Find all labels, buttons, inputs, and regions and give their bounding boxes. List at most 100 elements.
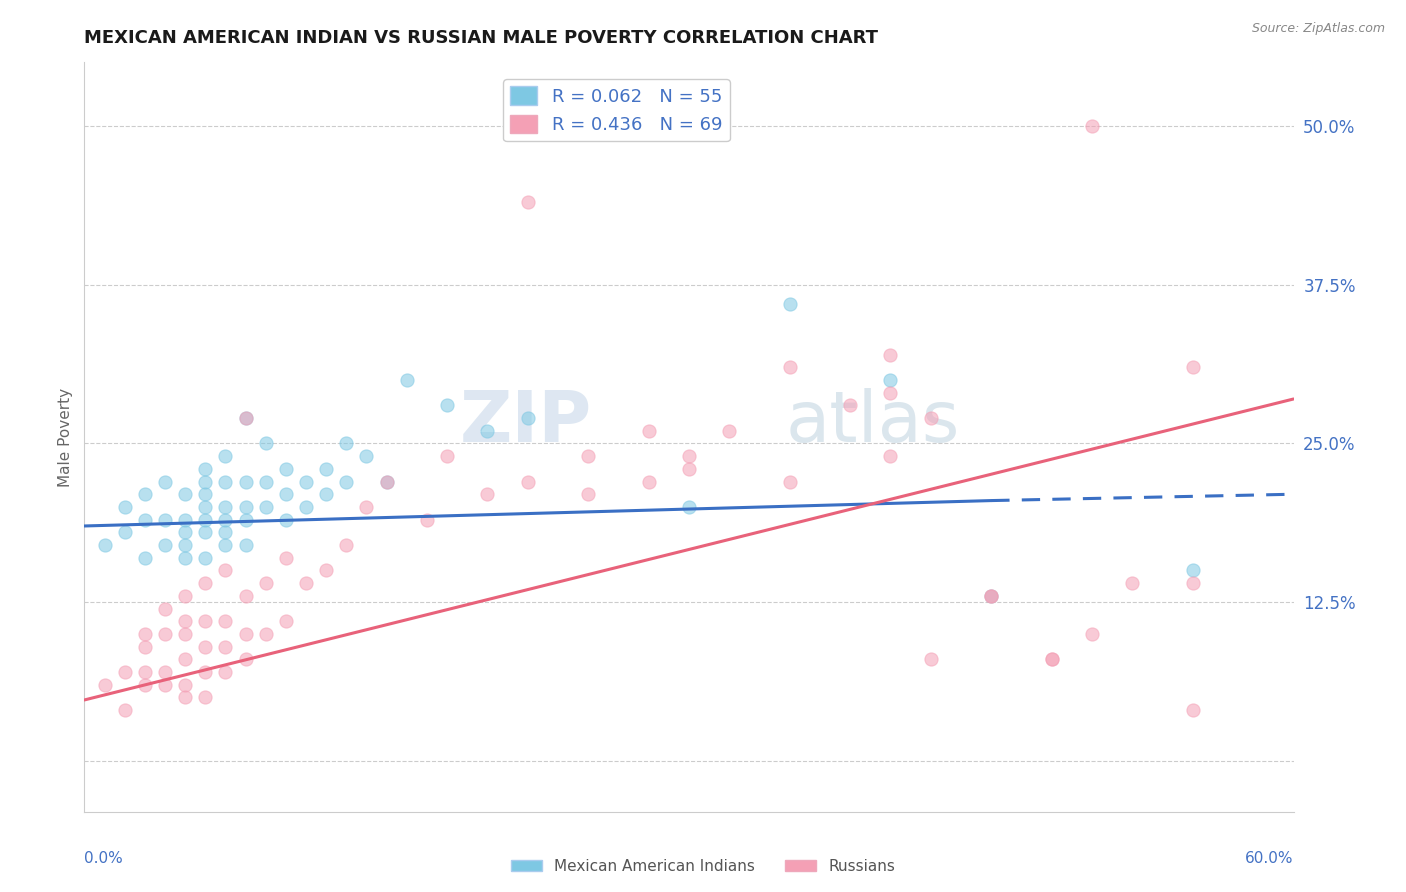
Point xyxy=(194,475,217,489)
Point xyxy=(235,652,257,666)
Point xyxy=(214,563,236,577)
Point xyxy=(335,475,357,489)
Point xyxy=(174,513,197,527)
Point xyxy=(980,589,1002,603)
Point xyxy=(315,462,337,476)
Point xyxy=(295,500,318,514)
Point xyxy=(134,627,156,641)
Point xyxy=(678,449,700,463)
Point xyxy=(678,462,700,476)
Point xyxy=(214,614,236,628)
Point xyxy=(477,424,499,438)
Point xyxy=(637,475,659,489)
Point xyxy=(194,614,217,628)
Point xyxy=(194,462,217,476)
Point xyxy=(214,538,236,552)
Point xyxy=(1081,119,1104,133)
Point xyxy=(153,627,176,641)
Point xyxy=(315,487,337,501)
Point xyxy=(576,449,599,463)
Point xyxy=(274,513,297,527)
Point xyxy=(194,690,217,705)
Point xyxy=(375,475,398,489)
Point xyxy=(879,373,901,387)
Point xyxy=(779,297,801,311)
Point xyxy=(295,576,318,591)
Point xyxy=(416,513,439,527)
Text: 0.0%: 0.0% xyxy=(84,851,124,865)
Point xyxy=(1040,652,1063,666)
Point xyxy=(114,500,136,514)
Point xyxy=(879,347,901,361)
Point xyxy=(254,576,277,591)
Point xyxy=(980,589,1002,603)
Point xyxy=(174,525,197,540)
Point xyxy=(1121,576,1143,591)
Point xyxy=(1181,576,1204,591)
Legend: Mexican American Indians, Russians: Mexican American Indians, Russians xyxy=(505,853,901,880)
Point xyxy=(235,513,257,527)
Legend: R = 0.062   N = 55, R = 0.436   N = 69: R = 0.062 N = 55, R = 0.436 N = 69 xyxy=(503,79,730,141)
Point xyxy=(174,627,197,641)
Point xyxy=(174,652,197,666)
Point xyxy=(516,195,538,210)
Point xyxy=(93,678,115,692)
Point xyxy=(516,411,538,425)
Y-axis label: Male Poverty: Male Poverty xyxy=(58,387,73,487)
Point xyxy=(174,538,197,552)
Point xyxy=(194,640,217,654)
Point xyxy=(194,500,217,514)
Point xyxy=(879,449,901,463)
Point xyxy=(274,614,297,628)
Point xyxy=(153,513,176,527)
Point xyxy=(194,513,217,527)
Point xyxy=(356,449,378,463)
Point xyxy=(436,398,458,412)
Point xyxy=(879,385,901,400)
Text: MEXICAN AMERICAN INDIAN VS RUSSIAN MALE POVERTY CORRELATION CHART: MEXICAN AMERICAN INDIAN VS RUSSIAN MALE … xyxy=(84,29,879,47)
Point xyxy=(174,550,197,565)
Point xyxy=(839,398,862,412)
Point xyxy=(1081,627,1104,641)
Point xyxy=(516,475,538,489)
Point xyxy=(194,525,217,540)
Point xyxy=(335,538,357,552)
Point xyxy=(174,614,197,628)
Point xyxy=(315,563,337,577)
Point xyxy=(254,500,277,514)
Point xyxy=(254,627,277,641)
Point xyxy=(153,601,176,615)
Point xyxy=(235,411,257,425)
Point xyxy=(214,640,236,654)
Point xyxy=(779,475,801,489)
Point xyxy=(576,487,599,501)
Point xyxy=(779,360,801,375)
Point xyxy=(920,652,942,666)
Point xyxy=(637,424,659,438)
Text: ZIP: ZIP xyxy=(460,388,592,457)
Point xyxy=(114,703,136,717)
Point xyxy=(214,475,236,489)
Point xyxy=(235,538,257,552)
Point xyxy=(274,487,297,501)
Point xyxy=(134,665,156,679)
Point xyxy=(1181,703,1204,717)
Point xyxy=(153,678,176,692)
Point xyxy=(477,487,499,501)
Point xyxy=(1181,360,1204,375)
Point xyxy=(214,449,236,463)
Point xyxy=(153,475,176,489)
Point xyxy=(174,487,197,501)
Text: Source: ZipAtlas.com: Source: ZipAtlas.com xyxy=(1251,22,1385,36)
Point xyxy=(980,589,1002,603)
Point xyxy=(356,500,378,514)
Point xyxy=(254,475,277,489)
Point xyxy=(335,436,357,450)
Point xyxy=(134,678,156,692)
Point xyxy=(114,525,136,540)
Point xyxy=(295,475,318,489)
Point xyxy=(1040,652,1063,666)
Point xyxy=(235,627,257,641)
Point xyxy=(134,550,156,565)
Point xyxy=(1181,563,1204,577)
